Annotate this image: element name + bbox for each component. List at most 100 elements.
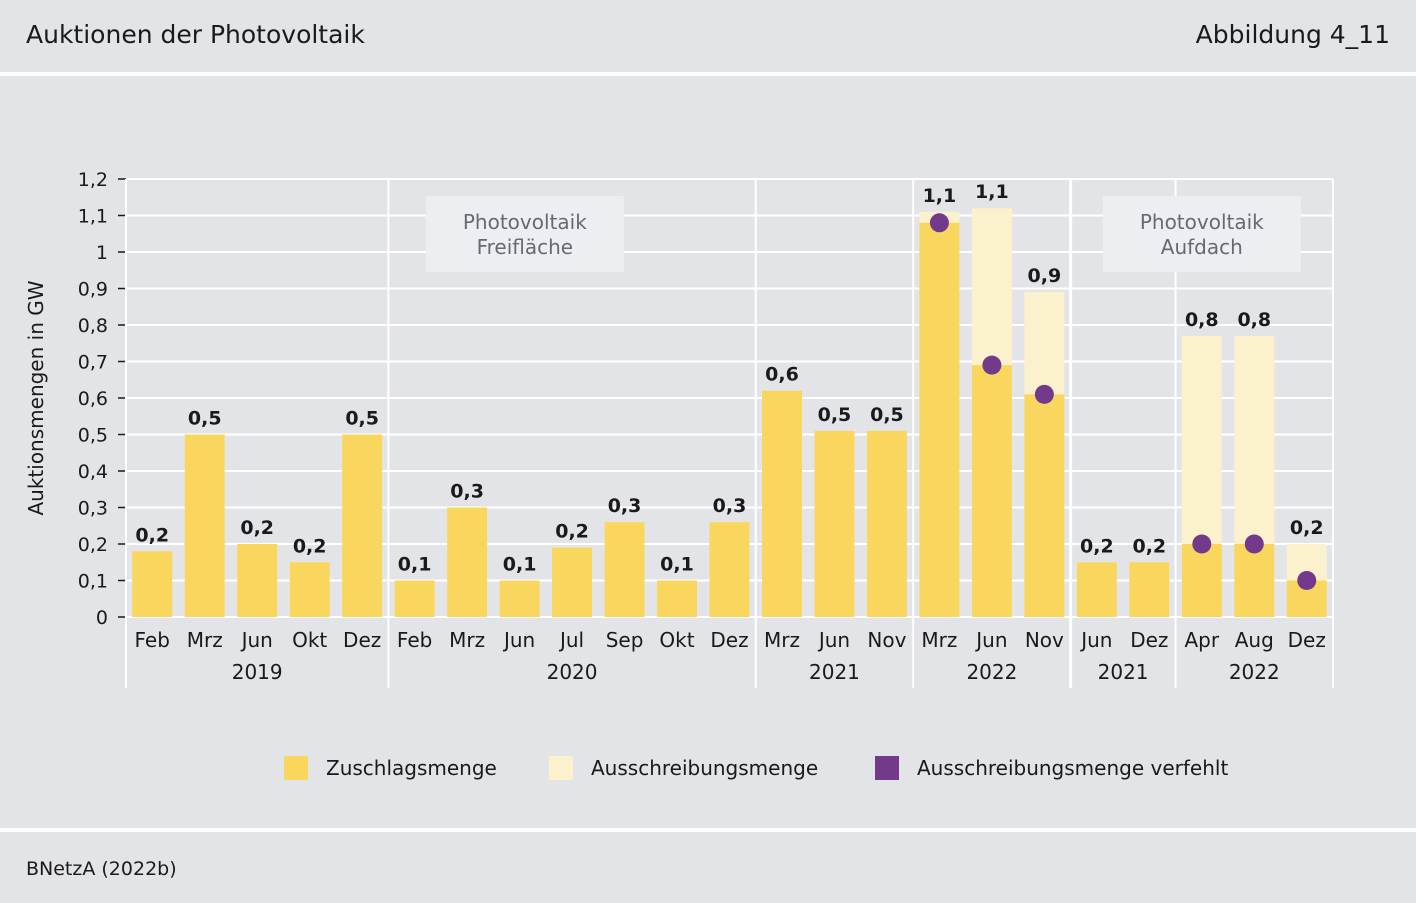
y-tick-label: 1,1: [78, 206, 108, 228]
y-tick-label: 0,2: [78, 534, 108, 556]
data-label: 0,2: [240, 517, 274, 539]
legend-swatch-ausschreibung: [549, 756, 573, 780]
page-title: Auktionen der Photovoltaik: [26, 20, 365, 49]
data-label: 0,5: [345, 408, 379, 430]
y-tick-label: 1,2: [78, 169, 108, 191]
data-label: 0,3: [608, 495, 642, 517]
marker-verfehlt: [1192, 534, 1212, 554]
x-tick-label: Sep: [606, 628, 644, 652]
bar-zuschlagsmenge: [394, 580, 435, 617]
section-label-box: [425, 196, 624, 272]
bar-zuschlagsmenge: [1024, 394, 1065, 617]
data-label: 0,5: [870, 404, 904, 426]
legend-item-verfehlt: Ausschreibungsmenge verfehlt: [875, 756, 1228, 780]
data-label: 0,8: [1237, 309, 1271, 331]
section-label-line2: Freifläche: [477, 235, 574, 259]
x-tick-label: Okt: [659, 628, 694, 652]
bar-zuschlagsmenge: [866, 430, 907, 617]
x-tick-label: Jun: [240, 628, 273, 652]
x-tick-label: Aug: [1235, 628, 1274, 652]
section-label-line2: Aufdach: [1161, 235, 1243, 259]
header-divider: [0, 72, 1416, 76]
x-tick-label: Mrz: [449, 628, 485, 652]
bar-zuschlagsmenge: [447, 507, 488, 617]
x-tick-label: Jun: [817, 628, 850, 652]
y-tick-label: 0,1: [78, 571, 108, 593]
marker-verfehlt: [1297, 571, 1317, 590]
bar-zuschlagsmenge: [184, 434, 225, 617]
data-label: 0,3: [450, 481, 484, 503]
x-tick-label: Dez: [343, 628, 381, 652]
bar-zuschlagsmenge: [919, 222, 960, 618]
legend-swatch-zuschlag: [284, 756, 308, 780]
y-tick-label: 0,5: [78, 425, 108, 447]
auction-chart: 0 0,1 0,2 0,3 0,4 0,5 0,6 0,7 0,8 0,9 1 1,1 1,2 Aukti…: [24, 169, 1334, 688]
footer-divider: [0, 828, 1416, 832]
data-label: 0,1: [398, 554, 432, 576]
year-label: 2019: [232, 660, 283, 684]
bar-zuschlagsmenge: [552, 547, 593, 617]
y-tick-label: 0,4: [78, 461, 108, 483]
legend-swatch-verfehlt: [875, 756, 899, 780]
data-label: 0,2: [555, 521, 589, 543]
marker-verfehlt: [1034, 384, 1054, 404]
x-tick-label: Mrz: [764, 628, 800, 652]
x-tick-label: Mrz: [921, 628, 957, 652]
x-tick-label: Jun: [502, 628, 535, 652]
data-label: 1,1: [923, 185, 957, 207]
legend-label-ausschreibung: Ausschreibungsmenge: [591, 756, 819, 780]
year-label: 2021: [1098, 660, 1149, 684]
bar-zuschlagsmenge: [1129, 562, 1170, 617]
data-label: 0,8: [1185, 309, 1219, 331]
legend-item-zuschlag: Zuschlagsmenge: [284, 756, 497, 780]
y-tick-label: 0,7: [78, 352, 108, 374]
data-label: 0,5: [188, 408, 222, 430]
year-label: 2021: [809, 660, 860, 684]
bar-zuschlagsmenge: [1181, 544, 1222, 617]
data-label: 0,2: [135, 524, 169, 546]
legend-item-ausschreibung: Ausschreibungsmenge: [549, 756, 818, 780]
y-tick-label: 0,6: [78, 388, 108, 410]
x-tick-label: Feb: [397, 628, 432, 652]
section-label-box: [1102, 196, 1301, 272]
bar-zuschlagsmenge: [132, 551, 173, 617]
y-tick-label: 0: [96, 607, 108, 629]
x-tick-label: Dez: [1130, 628, 1168, 652]
bar-zuschlagsmenge: [1234, 544, 1275, 617]
bar-zuschlagsmenge: [1076, 562, 1117, 617]
data-label: 0,6: [765, 364, 799, 386]
x-tick-label: Apr: [1184, 628, 1219, 652]
bar-zuschlagsmenge: [604, 522, 645, 617]
x-tick-label: Jun: [1079, 628, 1112, 652]
marker-verfehlt: [1244, 534, 1264, 554]
data-label: 0,9: [1028, 265, 1062, 287]
data-label: 0,2: [293, 535, 327, 557]
x-tick-label: Nov: [1025, 628, 1064, 652]
x-tick-label: Feb: [135, 628, 170, 652]
data-label: 0,5: [818, 404, 852, 426]
data-label: 1,1: [975, 181, 1009, 203]
section-label-line1: Photovoltaik: [1140, 210, 1264, 234]
data-label: 0,2: [1290, 517, 1324, 539]
x-tick-label: Jun: [974, 628, 1007, 652]
marker-verfehlt: [929, 213, 949, 233]
x-tick-label: Jul: [558, 628, 584, 652]
bar-zuschlagsmenge: [289, 562, 330, 617]
y-axis-title: Auktionsmengen in GW: [24, 280, 48, 515]
data-label: 0,1: [503, 554, 537, 576]
data-label: 0,2: [1080, 535, 1114, 557]
y-tick-label: 0,9: [78, 279, 108, 301]
x-tick-label: Okt: [292, 628, 327, 652]
bar-zuschlagsmenge: [657, 580, 698, 617]
legend-label-verfehlt: Ausschreibungsmenge verfehlt: [917, 756, 1229, 780]
year-label: 2020: [547, 660, 598, 684]
data-label: 0,2: [1132, 535, 1166, 557]
figure-number: Abbildung 4_11: [1195, 20, 1390, 49]
year-label: 2022: [1229, 660, 1280, 684]
bar-zuschlagsmenge: [499, 580, 540, 617]
y-tick-label: 1: [96, 242, 108, 264]
bar-zuschlagsmenge: [761, 390, 802, 617]
x-tick-label: Mrz: [187, 628, 223, 652]
legend-label-zuschlag: Zuschlagsmenge: [326, 756, 497, 780]
bar-zuschlagsmenge: [971, 365, 1012, 617]
